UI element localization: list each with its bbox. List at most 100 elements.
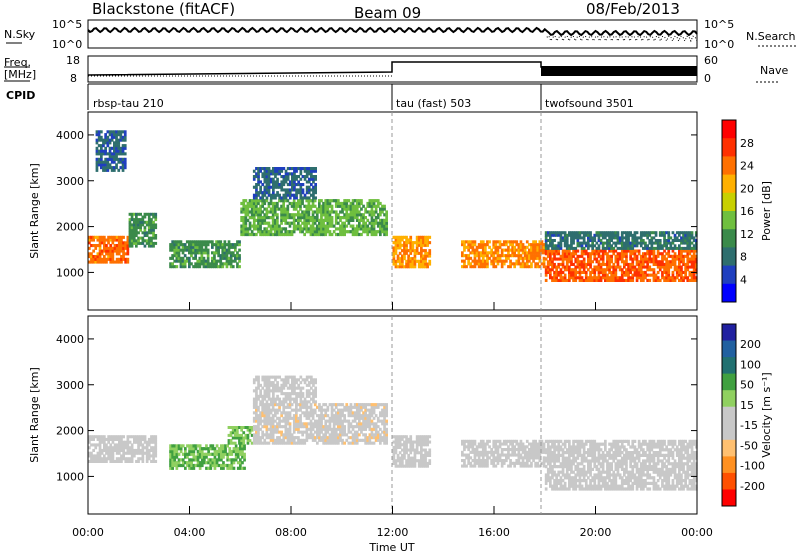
heatmap-cell xyxy=(561,252,565,256)
heatmap-cell xyxy=(364,210,367,214)
heatmap-cell xyxy=(332,416,336,420)
heatmap-cell xyxy=(461,450,464,454)
heatmap-cell xyxy=(297,227,300,231)
heatmap-cell xyxy=(546,260,550,264)
heatmap-cell xyxy=(303,441,307,445)
heatmap-cell xyxy=(307,204,311,208)
heatmap-cell xyxy=(370,232,374,237)
heatmap-cell xyxy=(211,262,214,266)
heatmap-cell xyxy=(309,430,313,434)
heatmap-cell xyxy=(568,278,571,282)
heatmap-cell xyxy=(274,172,277,176)
heatmap-cell xyxy=(305,411,309,415)
heatmap-cell xyxy=(368,411,372,415)
heatmap-cell xyxy=(536,265,540,269)
heatmap-cell xyxy=(204,245,208,249)
heatmap-cell xyxy=(614,265,618,269)
heatmap-cell xyxy=(492,461,496,465)
heatmap-cell xyxy=(312,394,315,398)
heatmap-cell xyxy=(234,444,238,448)
heatmap-cell xyxy=(135,226,138,230)
heatmap-cell xyxy=(113,238,117,242)
heatmap-cell xyxy=(469,245,473,249)
heatmap-cell xyxy=(422,437,425,441)
heatmap-cell xyxy=(318,224,321,228)
heatmap-cell xyxy=(288,416,292,420)
heatmap-cell xyxy=(299,441,302,445)
heatmap-cell xyxy=(360,199,363,203)
heatmap-cell xyxy=(396,238,400,242)
heatmap-cell xyxy=(635,254,639,258)
heatmap-cell xyxy=(301,403,304,407)
heatmap-cell xyxy=(271,227,275,231)
heatmap-cell xyxy=(467,254,470,258)
heatmap-cell xyxy=(311,433,315,437)
heatmap-cell xyxy=(591,252,594,256)
heatmap-cell xyxy=(682,233,685,237)
heatmap-cell xyxy=(498,442,502,446)
heatmap-cell xyxy=(299,422,302,426)
heatmap-cell xyxy=(255,425,258,429)
heatmap-cell xyxy=(381,430,384,434)
heatmap-cell xyxy=(549,249,552,253)
heatmap-cell xyxy=(678,268,681,272)
heatmap-cell xyxy=(198,262,202,266)
heatmap-cell xyxy=(150,435,153,439)
heatmap-cell xyxy=(563,233,567,237)
heatmap-cell xyxy=(405,440,408,444)
heatmap-cell xyxy=(143,446,147,450)
heatmap-cell xyxy=(484,464,487,468)
heatmap-cell xyxy=(143,212,147,216)
heatmap-cell xyxy=(269,375,273,379)
heatmap-cell xyxy=(293,400,296,404)
heatmap-cell xyxy=(98,252,102,256)
heatmap-cell xyxy=(280,221,283,225)
heatmap-cell xyxy=(259,207,262,211)
heatmap-cell xyxy=(269,381,273,385)
heatmap-cell xyxy=(242,221,246,225)
heatmap-cell xyxy=(420,241,423,245)
heatmap-cell xyxy=(257,175,260,179)
heatmap-cell xyxy=(273,210,277,214)
heatmap-cell xyxy=(353,433,357,437)
heatmap-cell xyxy=(322,436,325,440)
heatmap-cell xyxy=(313,408,317,412)
heatmap-cell xyxy=(88,454,91,458)
heatmap-cell xyxy=(488,256,491,260)
heatmap-cell xyxy=(276,232,279,237)
heatmap-cell xyxy=(420,464,423,468)
heatmap-cell xyxy=(261,199,264,203)
heatmap-cell xyxy=(271,221,275,225)
heatmap-cell xyxy=(411,464,415,468)
heatmap-cell xyxy=(563,236,567,240)
heatmap-cell xyxy=(625,260,628,264)
heatmap-cell xyxy=(644,265,647,269)
heatmap-cell xyxy=(108,152,112,156)
heatmap-cell xyxy=(639,241,643,245)
heatmap-cell xyxy=(413,456,417,460)
heatmap-cell xyxy=(292,230,296,234)
heatmap-cell xyxy=(314,392,317,396)
heatmap-cell xyxy=(188,248,191,252)
heatmap-cell xyxy=(372,441,376,445)
heatmap-cell xyxy=(94,257,98,261)
heatmap-cell xyxy=(92,260,95,264)
heatmap-cell xyxy=(372,210,376,214)
heatmap-cell xyxy=(145,440,149,444)
heatmap-cell xyxy=(259,422,262,426)
heatmap-cell xyxy=(673,265,677,269)
heatmap-cell xyxy=(90,252,93,256)
heatmap-cell xyxy=(135,437,138,441)
heatmap-cell xyxy=(124,451,128,455)
heatmap-cell xyxy=(612,270,616,274)
heatmap-cell xyxy=(307,375,311,379)
heatmap-cell xyxy=(311,213,315,217)
heatmap-cell xyxy=(255,441,258,445)
heatmap-cell xyxy=(385,227,388,231)
heatmap-cell xyxy=(250,224,254,228)
heatmap-cell xyxy=(332,224,336,228)
heatmap-cell xyxy=(255,389,258,393)
heatmap-cell xyxy=(100,152,103,156)
heatmap-cell xyxy=(372,422,376,426)
heatmap-cell xyxy=(424,235,427,239)
